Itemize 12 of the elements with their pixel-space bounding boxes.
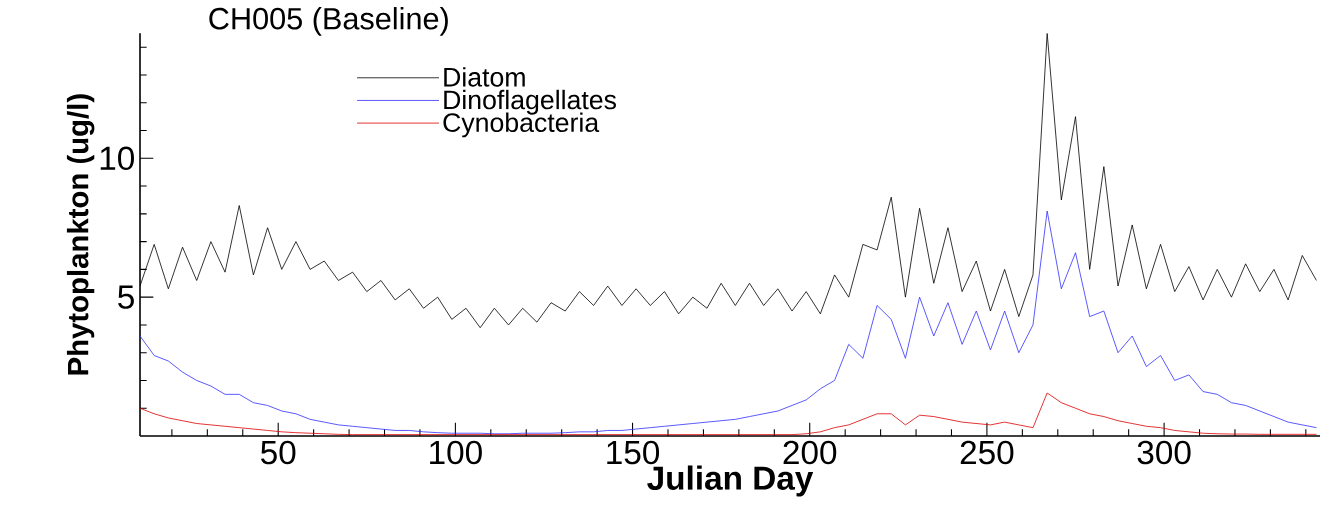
y-axis-title: Phytoplankton (ug/l) bbox=[66, 94, 95, 375]
x-tick-label: 50 bbox=[261, 440, 296, 465]
chart-title: CH005 (Baseline) bbox=[209, 7, 448, 36]
y-tick-label: 10 bbox=[100, 146, 134, 171]
x-tick-label: 300 bbox=[1137, 440, 1191, 465]
x-tick-label: 200 bbox=[783, 440, 837, 465]
x-axis-title: Julian Day bbox=[647, 465, 814, 497]
x-tick-label: 100 bbox=[430, 440, 482, 465]
y-tick-label: 5 bbox=[118, 285, 134, 309]
legend-label: Diatom bbox=[444, 67, 525, 87]
x-tick-label: 250 bbox=[960, 440, 1014, 465]
x-tick-label: 150 bbox=[607, 440, 660, 465]
